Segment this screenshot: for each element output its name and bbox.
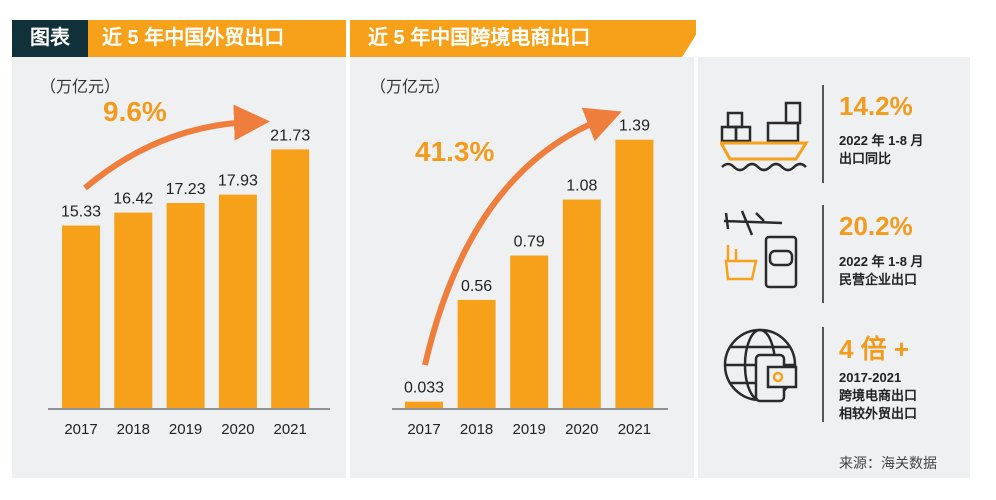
- x-tick-label: 2020: [565, 421, 598, 438]
- stat-value: 20.2%: [839, 211, 913, 241]
- unit-label-mid: （万亿元）: [370, 79, 451, 96]
- bar-2018: [114, 212, 153, 408]
- bar-2017: [62, 225, 100, 408]
- value-label: 0.033: [404, 380, 444, 397]
- x-tick-label: 2019: [169, 421, 202, 438]
- value-label: 0.79: [514, 234, 545, 251]
- bar-2018: [457, 299, 496, 408]
- x-tick-label: 2017: [64, 421, 97, 438]
- header-bar: 近 5 年中国外贸出口: [88, 20, 346, 57]
- stat-value: 14.2%: [839, 91, 913, 121]
- x-tick-label: 2018: [460, 421, 493, 438]
- stat-desc: 2017-2021 跨境电商出口 相较外贸出口: [839, 370, 918, 421]
- growth-arrow-left: [83, 104, 270, 191]
- cargo-ship-icon: [718, 97, 812, 182]
- growth-annotation-left: 9.6%: [103, 96, 167, 127]
- chart-tag: 图表: [12, 20, 88, 57]
- x-tick-label: 2021: [274, 421, 307, 438]
- value-label: 21.73: [270, 127, 310, 144]
- stat-desc: 2022 年 1-8 月民营企业出口: [839, 254, 924, 287]
- bar-2020: [562, 199, 601, 408]
- stat-value: 4 倍 +: [839, 334, 910, 364]
- value-label: 17.93: [218, 173, 258, 190]
- source-note: 来源：海关数据: [839, 455, 937, 471]
- x-tick-label: 2020: [221, 421, 254, 438]
- unit-label-left: （万亿元）: [40, 79, 121, 96]
- value-label: 0.56: [461, 278, 492, 295]
- bar-2019: [166, 202, 205, 408]
- x-tick-label: 2018: [117, 421, 150, 438]
- growth-arrow-mid: [422, 107, 622, 366]
- bar-2019: [510, 255, 549, 408]
- x-tick-label: 2021: [618, 421, 651, 438]
- value-label: 1.39: [619, 118, 650, 135]
- growth-annotation-mid: 41.3%: [415, 136, 495, 167]
- value-label: 1.08: [566, 178, 597, 195]
- bar-2021: [615, 139, 654, 409]
- bar-2020: [218, 194, 257, 408]
- plane-truck-factory-icon: [722, 209, 802, 294]
- bar-2017: [405, 401, 443, 408]
- x-tick-label: 2019: [513, 421, 546, 438]
- value-label: 16.42: [113, 191, 153, 208]
- bar-2021: [271, 149, 310, 408]
- stat-desc: 2022 年 1-8 月出口同比: [839, 133, 924, 166]
- value-label: 17.23: [166, 181, 206, 198]
- value-label: 15.33: [61, 204, 101, 221]
- header-bar-mid: 近 5 年中国跨境电商出口: [350, 20, 696, 57]
- globe-phone-icon: [722, 327, 802, 412]
- x-tick-label: 2017: [407, 421, 440, 438]
